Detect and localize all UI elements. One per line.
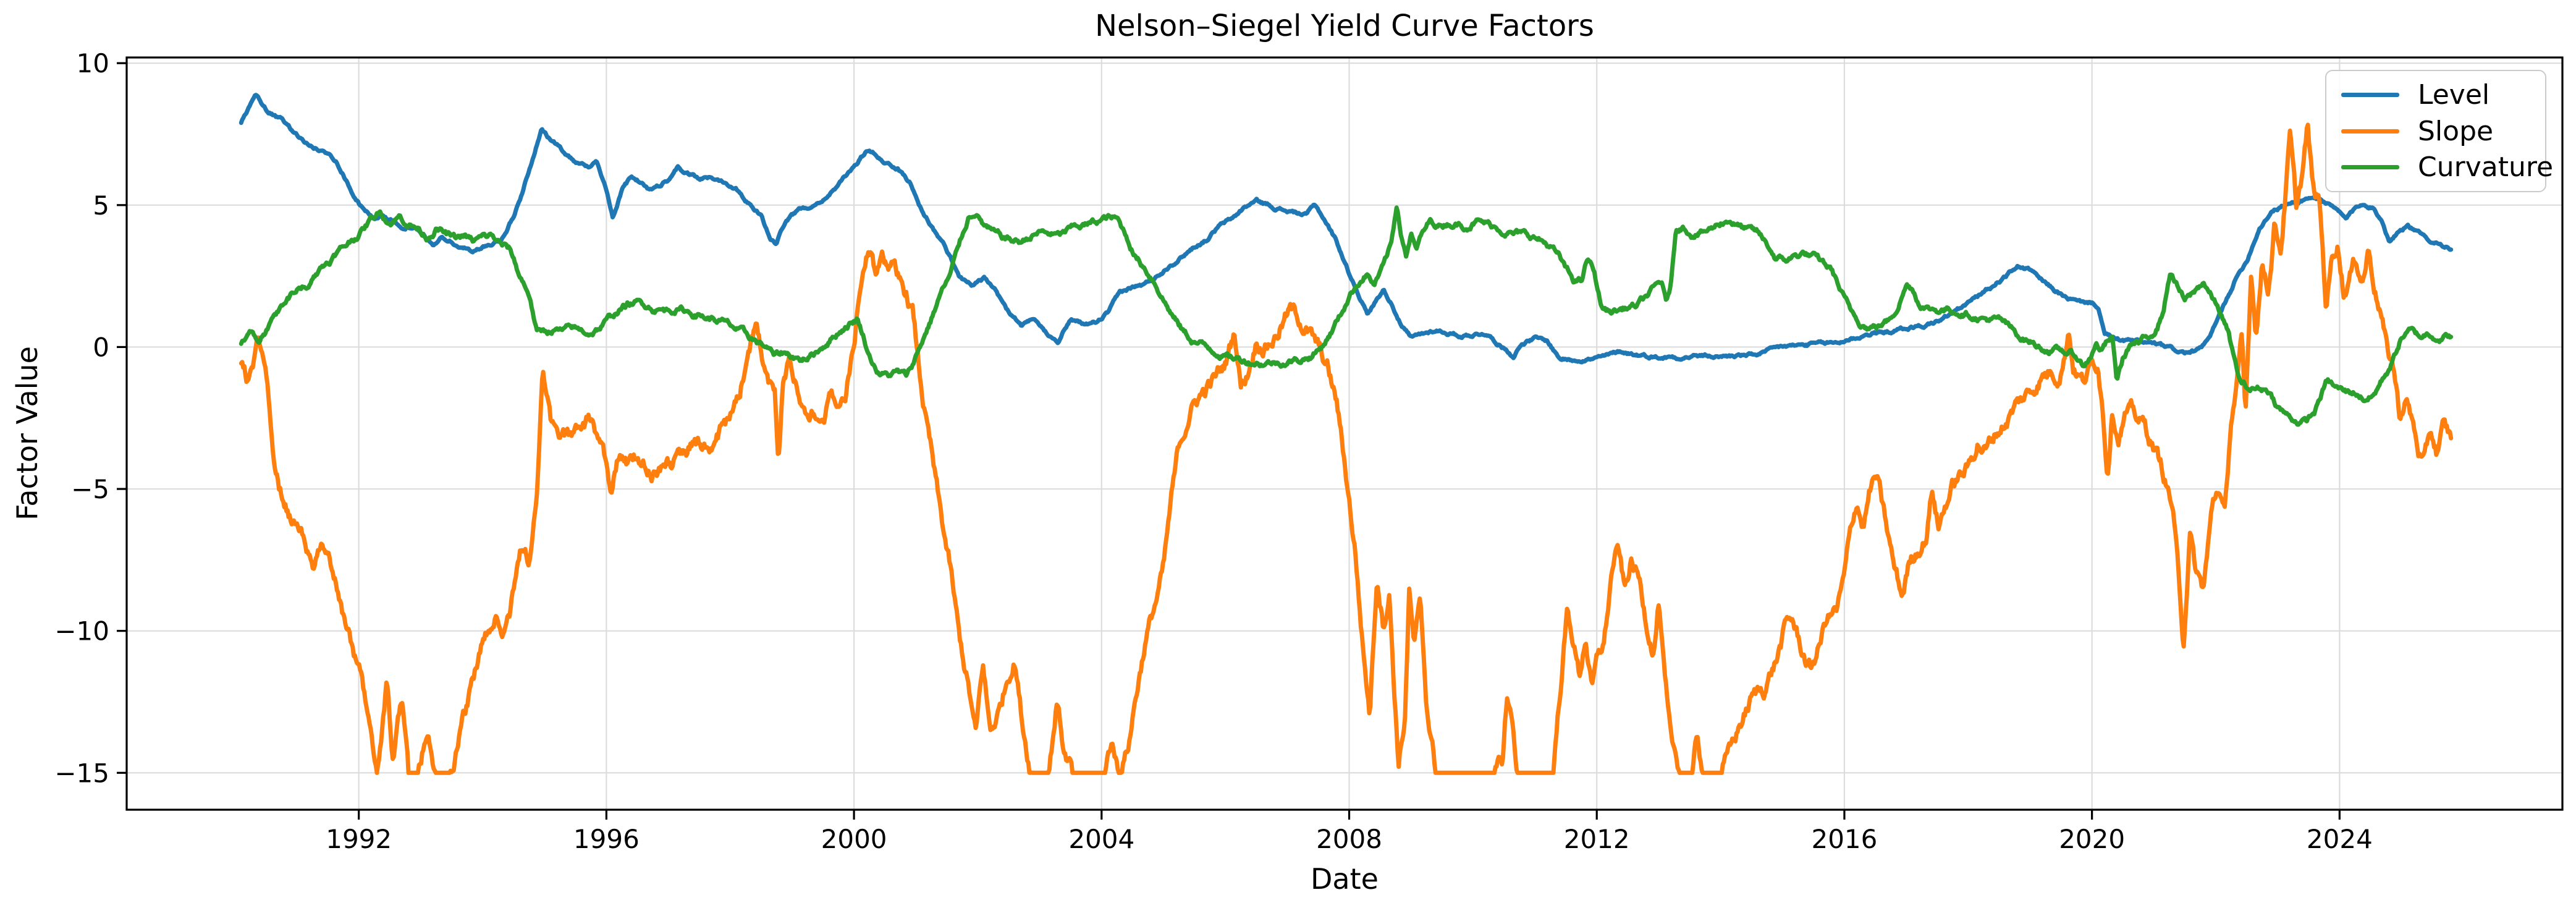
y-tick-label: −10 bbox=[54, 616, 109, 647]
series-line-level bbox=[239, 93, 2454, 365]
y-tick-label: −5 bbox=[71, 474, 109, 504]
legend-label-slope: Slope bbox=[2418, 115, 2494, 147]
x-tick-label: 2024 bbox=[2307, 824, 2373, 854]
legend-label-level: Level bbox=[2418, 79, 2490, 111]
x-tick-label: 1996 bbox=[573, 824, 640, 854]
x-tick-label: 2020 bbox=[2059, 824, 2125, 854]
legend-label-curvature: Curvature bbox=[2418, 151, 2554, 183]
legend-item-slope: Slope bbox=[2326, 116, 2545, 147]
chart-title: Nelson–Siegel Yield Curve Factors bbox=[1095, 9, 1594, 43]
legend-line-level-icon bbox=[2341, 93, 2399, 98]
y-tick-label: 10 bbox=[77, 48, 109, 78]
legend: Level Slope Curvature bbox=[2325, 70, 2553, 192]
y-axis-label: Factor Value bbox=[11, 346, 44, 520]
legend-line-curvature-icon bbox=[2341, 164, 2399, 169]
x-tick-label: 2004 bbox=[1068, 824, 1134, 854]
x-tick-label: 1992 bbox=[326, 824, 392, 854]
axes-spines bbox=[125, 56, 2564, 811]
y-tick-label: 0 bbox=[93, 332, 109, 362]
x-tick-label: 2008 bbox=[1316, 824, 1382, 854]
y-tick-label: 5 bbox=[93, 190, 109, 221]
legend-item-curvature: Curvature bbox=[2326, 151, 2553, 183]
x-axis-label: Date bbox=[1311, 862, 1379, 896]
series-line-curvature bbox=[239, 205, 2454, 427]
legend-item-level: Level bbox=[2326, 79, 2545, 111]
legend-line-slope-icon bbox=[2341, 129, 2399, 134]
x-tick-label: 2000 bbox=[821, 824, 887, 854]
x-tick-label: 2016 bbox=[1811, 824, 1877, 854]
x-tick-label: 2012 bbox=[1564, 824, 1630, 854]
series-line-slope bbox=[239, 122, 2454, 775]
y-tick-label: −15 bbox=[54, 758, 109, 788]
